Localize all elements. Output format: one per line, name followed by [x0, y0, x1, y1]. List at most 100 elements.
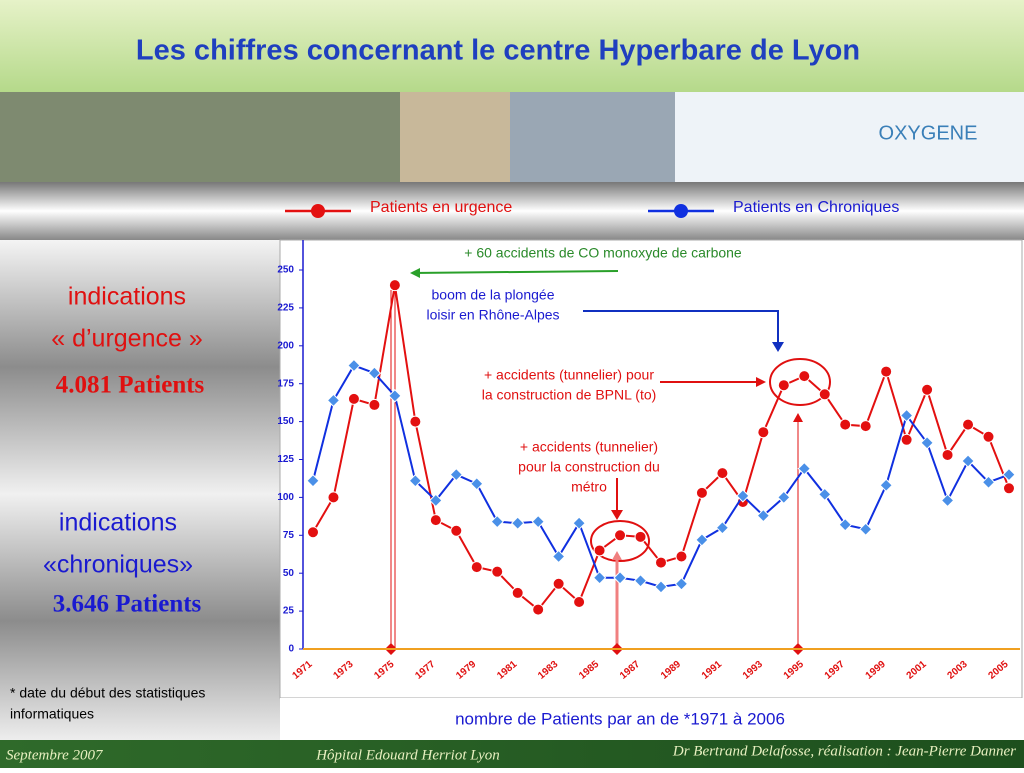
data-point [674, 577, 689, 591]
aerial-photo [0, 92, 400, 182]
data-point [777, 379, 790, 392]
annotation: pour la construction du [518, 459, 660, 475]
data-point [921, 383, 934, 396]
data-point [347, 392, 360, 405]
data-point [654, 556, 667, 569]
logo-area [675, 92, 1024, 182]
footnote: * date du début des statistiques [10, 685, 205, 701]
data-point [798, 370, 811, 383]
data-point [490, 514, 504, 529]
data-point [347, 358, 361, 373]
arrowhead [611, 510, 623, 520]
arrowhead [756, 377, 766, 387]
data-point [818, 388, 831, 401]
data-point [880, 365, 893, 378]
left-panel [0, 240, 280, 748]
xlabel-area [280, 698, 1024, 740]
data-point [654, 580, 668, 594]
data-point [613, 571, 627, 585]
data-point [797, 461, 811, 476]
legend-label: Patients en Chroniques [733, 199, 899, 216]
legend-marker [674, 204, 688, 218]
chronic-label: «chroniques» [43, 551, 193, 579]
data-point [1002, 482, 1015, 495]
data-point [736, 489, 750, 503]
y-tick-label: 250 [277, 265, 294, 276]
data-point [551, 549, 566, 564]
y-tick-label: 0 [288, 644, 294, 655]
data-point [941, 448, 954, 461]
data-point [614, 529, 627, 542]
highlight [769, 358, 831, 406]
annotation: boom de la plongée [432, 287, 555, 303]
urgence-label: indications [68, 283, 186, 311]
building-photo [510, 92, 675, 182]
data-point [695, 533, 709, 547]
data-point [593, 544, 606, 557]
data-point [940, 493, 955, 508]
plot-area [279, 239, 1023, 699]
legend-marker [311, 204, 325, 218]
data-point [510, 516, 525, 530]
annotation: loisir en Rhône-Alpes [426, 307, 559, 323]
data-point [470, 477, 484, 491]
data-point [695, 486, 708, 499]
data-point [920, 436, 934, 450]
urgence-count: 4.081 Patients [56, 372, 205, 399]
data-point [634, 530, 647, 543]
data-point [552, 577, 565, 590]
arrowhead [410, 268, 420, 278]
data-point [879, 478, 893, 492]
data-point [756, 508, 771, 523]
data-point [962, 418, 975, 431]
data-point [715, 521, 730, 535]
data-point [838, 517, 852, 532]
y-tick-label: 25 [283, 606, 295, 617]
footer-date: Septembre 2007 [6, 747, 104, 763]
data-point [326, 393, 341, 408]
arrow [583, 310, 779, 345]
data-point [839, 418, 852, 431]
legend-label: Patients en urgence [370, 199, 512, 216]
highlight [590, 520, 650, 562]
footer-bar [0, 740, 1024, 768]
hospital-photo [400, 92, 510, 182]
data-point [388, 389, 402, 403]
data-point [429, 514, 442, 527]
data-point [573, 596, 586, 609]
data-point [511, 586, 524, 599]
data-point [818, 487, 832, 502]
chronic-label: indications [59, 509, 177, 537]
data-point [757, 426, 770, 439]
y-tick-label: 50 [283, 568, 295, 579]
y-tick-label: 125 [277, 454, 294, 465]
title-bar [0, 0, 1024, 92]
data-point [981, 475, 996, 489]
urgence-label: « d’urgence » [51, 325, 203, 353]
data-point [306, 474, 320, 488]
data-point [388, 279, 401, 292]
data-point [531, 514, 545, 529]
data-point [429, 493, 443, 508]
arrowhead [612, 551, 622, 560]
data-point [368, 398, 381, 411]
annotation: + 60 accidents de CO monoxyde de carbone [464, 245, 742, 261]
data-point [449, 467, 463, 482]
data-point [961, 454, 975, 468]
footer-credit: Dr Bertrand Delafosse, réalisation : Jea… [672, 743, 1016, 759]
data-point [408, 474, 423, 488]
footer-place: Hôpital Edouard Herriot Lyon [315, 747, 500, 763]
arrow [411, 270, 619, 274]
slide-title: Les chiffres concernant le centre Hyperb… [136, 35, 860, 67]
y-tick-label: 75 [283, 530, 295, 541]
data-point [982, 430, 995, 443]
data-point [1002, 467, 1016, 482]
data-point [900, 433, 913, 446]
footnote: informatiques [10, 706, 94, 722]
data-point [899, 408, 914, 423]
data-point [858, 522, 873, 536]
data-point [409, 415, 422, 428]
legend-band [0, 182, 1024, 240]
data-point [859, 420, 872, 433]
data-point [675, 550, 688, 563]
